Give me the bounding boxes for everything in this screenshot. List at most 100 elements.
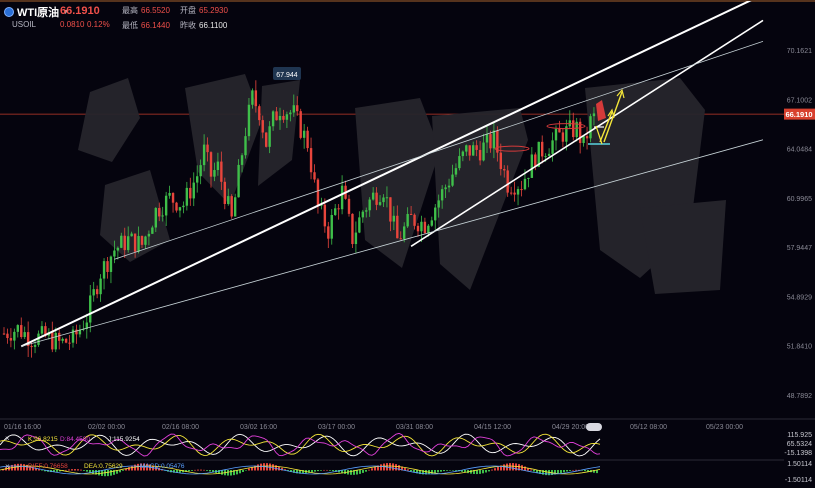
macd-bar xyxy=(209,470,211,472)
candle-body xyxy=(385,197,389,199)
candle-body xyxy=(396,215,399,239)
macd-indicator[interactable]: DIFF:0.76658 DEA:0.75629 MACD:0.05476 1.501… xyxy=(0,459,812,484)
macd-bar xyxy=(68,469,70,471)
x-tick-label: 03/17 00:00 xyxy=(318,424,355,431)
candle-layer xyxy=(2,80,596,358)
candle-body xyxy=(392,215,396,222)
macd-bar xyxy=(584,470,586,472)
macd-bar xyxy=(227,470,229,476)
candle-body xyxy=(554,128,558,141)
macd-bar xyxy=(575,469,577,471)
candle-body xyxy=(313,172,316,180)
candle-body xyxy=(478,149,482,161)
candle-body xyxy=(9,338,13,341)
candle-body xyxy=(537,141,540,167)
macd-bar xyxy=(413,470,415,473)
trend-line-2[interactable] xyxy=(410,19,764,247)
macd-bar xyxy=(131,465,133,471)
macd-line-2 xyxy=(0,465,601,475)
trend-line-layer[interactable] xyxy=(20,0,808,348)
macd-bar xyxy=(308,470,310,473)
macd-bar xyxy=(404,467,406,471)
candle-body xyxy=(513,192,516,195)
candle-body xyxy=(78,329,82,335)
macd-bar xyxy=(83,470,85,471)
macd-bar xyxy=(335,470,337,472)
symbol-selector[interactable]: WTI原油 ▼ xyxy=(4,4,69,20)
macd-bar xyxy=(242,470,244,473)
x-tick-label: 02/16 08:00 xyxy=(162,424,199,431)
candle-body xyxy=(23,332,26,338)
macd-bar xyxy=(545,470,547,476)
macd-bar xyxy=(32,466,34,471)
macd-bar xyxy=(248,468,250,471)
macd-bar xyxy=(197,469,199,471)
y-tick-label: 51.8410 xyxy=(787,344,812,351)
macd-bar xyxy=(419,470,421,475)
macd-bar xyxy=(518,464,520,471)
candle-body xyxy=(140,236,144,245)
macd-bar xyxy=(488,470,490,472)
candle-body xyxy=(61,338,64,341)
y-tick-label: 57.9447 xyxy=(787,245,812,252)
macd-bar xyxy=(95,470,97,475)
candle-body xyxy=(192,182,195,199)
candle-body xyxy=(109,256,113,272)
macd-bar xyxy=(26,464,28,471)
candle-body xyxy=(530,154,534,178)
close-icon[interactable]: × xyxy=(5,434,10,443)
close-icon[interactable]: × xyxy=(5,462,10,471)
macd-bar xyxy=(86,470,88,472)
candle-body xyxy=(202,144,206,166)
candle-body xyxy=(534,154,537,167)
candle-body xyxy=(116,247,120,251)
symbol-code: USOIL xyxy=(12,20,37,29)
chevron-down-icon[interactable]: ▼ xyxy=(62,8,70,16)
candle-body xyxy=(327,226,330,239)
candle-body xyxy=(416,225,420,232)
macd-bar xyxy=(533,470,535,472)
macd-bar xyxy=(212,470,214,473)
macd-value-label: DEA:0.75629 xyxy=(84,463,123,470)
price-change: 0.0810 xyxy=(60,20,85,29)
candle-body xyxy=(89,295,92,323)
macd-bar xyxy=(485,470,487,473)
macd-bar xyxy=(398,465,400,471)
candle-body xyxy=(161,215,164,217)
macd-bar xyxy=(449,470,451,471)
macd-bar xyxy=(296,470,298,474)
kdj-indicator[interactable]: K:96.8215 D:84.4580 J:115.9254 115.925 65.53… xyxy=(0,432,812,457)
candle-body xyxy=(251,90,254,105)
macd-bar xyxy=(494,468,496,471)
candle-body xyxy=(585,136,589,139)
candle-body xyxy=(223,181,226,204)
macd-bar xyxy=(122,470,124,471)
macd-bar xyxy=(299,470,301,474)
macd-bar xyxy=(497,466,499,471)
macd-bar xyxy=(437,470,439,473)
annotation-layer: 67.944 xyxy=(273,67,625,152)
macd-bar xyxy=(221,470,223,475)
y-tick-label: 48.7892 xyxy=(787,393,812,400)
trend-line-1[interactable] xyxy=(20,0,763,348)
macd-y-tick: -1.50114 xyxy=(785,477,812,484)
candle-body xyxy=(465,145,468,152)
trend-line-3[interactable] xyxy=(21,139,764,347)
trend-line-4[interactable] xyxy=(114,40,764,260)
candle-body xyxy=(265,132,268,147)
projection-arrow-2 xyxy=(603,91,623,143)
candle-body xyxy=(296,105,299,112)
macd-bar xyxy=(287,470,289,471)
macd-bar xyxy=(353,470,355,475)
high-label: 67.944 xyxy=(276,72,298,79)
candle-body xyxy=(220,161,223,182)
kdj-value-label: K:96.8215 xyxy=(28,436,58,443)
candle-body xyxy=(244,136,247,156)
candle-body xyxy=(75,329,78,335)
candle-body xyxy=(95,289,99,295)
candle-body xyxy=(406,213,409,227)
candle-body xyxy=(437,200,440,208)
candle-body xyxy=(541,141,544,157)
macd-bar xyxy=(275,465,277,471)
